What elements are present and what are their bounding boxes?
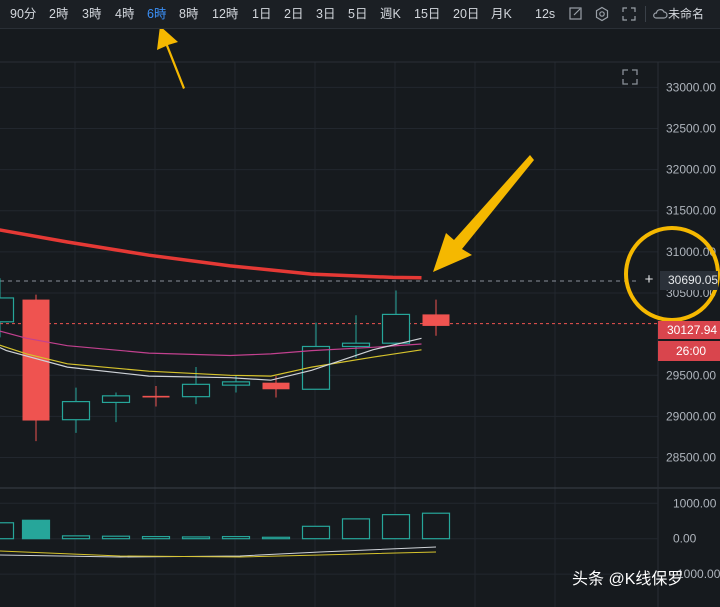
interval-toolbar: 90分 2時 3時 4時 6時 8時 12時 1日 2日 3日 5日 週K 15日 20日 月K 12s — [0, 0, 720, 29]
interval-20日[interactable]: 20日 — [453, 7, 480, 21]
volume-bar — [421, 512, 451, 540]
interval-1日[interactable]: 1日 — [252, 7, 272, 21]
ma-line-white — [0, 337, 422, 381]
crosshair-price-tag: 30690.05 — [660, 271, 718, 290]
annotations — [157, 29, 720, 322]
price-axis-label: 28500.00 — [666, 451, 716, 465]
annotation-arrow-down — [433, 155, 534, 272]
candle-body — [61, 401, 91, 421]
candle-body — [142, 395, 170, 398]
volume-bar — [301, 525, 331, 540]
interval-12s[interactable]: 12s — [535, 7, 556, 21]
volume-bar — [61, 535, 91, 540]
candle-body — [262, 382, 290, 390]
interval-4時[interactable]: 4時 — [115, 7, 135, 21]
price-chart[interactable]: 33000.00 32500.00 32000.00 31500.00 31000.00… — [0, 29, 720, 607]
price-axis-label: 32000.00 — [666, 163, 716, 177]
draw-tool-icon[interactable] — [568, 6, 584, 27]
price-axis-label: 32500.00 — [666, 121, 716, 135]
candle-body — [221, 381, 251, 386]
volume-bar — [181, 536, 211, 540]
author-watermark: 头条 @K线保罗 — [572, 571, 684, 588]
volume-axis-label: 0.00 — [673, 532, 697, 546]
last-price-tag: 30127.94 — [658, 321, 720, 339]
volume-bar — [381, 514, 411, 540]
crosshair-add-icon[interactable]: + — [644, 271, 654, 288]
interval-3日[interactable]: 3日 — [316, 7, 336, 21]
grid-lines — [0, 62, 658, 607]
fullscreen-icon[interactable] — [621, 6, 637, 27]
candles — [0, 278, 450, 442]
candle-body — [341, 342, 371, 348]
price-axis-label: 29000.00 — [666, 409, 716, 423]
volume-bar — [261, 536, 291, 540]
price-axis-label: 33000.00 — [666, 80, 716, 94]
ma-line-yellow — [0, 344, 422, 377]
interval-週K[interactable]: 週K — [380, 7, 401, 21]
ma-line-long — [0, 228, 422, 280]
candle-countdown-tag: 26:00 — [658, 341, 720, 361]
interval-2日[interactable]: 2日 — [284, 7, 304, 21]
annotation-circle — [624, 226, 720, 322]
price-axis-label: 29500.00 — [666, 368, 716, 382]
interval-90分[interactable]: 90分 — [10, 7, 37, 21]
interval-月K[interactable]: 月K — [491, 7, 512, 21]
candle-body — [22, 299, 50, 421]
price-axis-label: 31500.00 — [666, 204, 716, 218]
interval-15日[interactable]: 15日 — [414, 7, 441, 21]
volume-bar — [21, 519, 51, 540]
volume-bar — [0, 522, 15, 540]
interval-5日[interactable]: 5日 — [348, 7, 368, 21]
interval-2時[interactable]: 2時 — [49, 7, 69, 21]
candle-body — [101, 395, 131, 404]
interval-8時[interactable]: 8時 — [179, 7, 199, 21]
volume-ma-yellow — [0, 550, 437, 558]
volume-bar — [221, 535, 251, 540]
volume-ma-white — [0, 546, 437, 558]
candle-body — [422, 314, 450, 326]
candle-body — [181, 383, 211, 398]
ma-line-pink — [0, 330, 422, 357]
layout-name[interactable]: 未命名 — [668, 7, 705, 21]
candle-body — [381, 313, 411, 344]
volume-bar — [101, 535, 131, 540]
interval-6時[interactable]: 6時 — [147, 7, 167, 21]
price-axis-label: 31000.00 — [666, 245, 716, 259]
settings-icon[interactable] — [594, 6, 610, 27]
volume-bars — [0, 512, 451, 540]
annotation-arrow-up — [157, 29, 185, 89]
volume-bar — [341, 518, 371, 540]
volume-axis-label: -1000.00 — [673, 567, 720, 581]
interval-12時[interactable]: 12時 — [212, 7, 239, 21]
volume-axis-label: 1000.00 — [673, 496, 717, 510]
expand-icon[interactable] — [621, 68, 639, 91]
cloud-icon[interactable] — [652, 6, 668, 27]
volume-bar — [141, 535, 171, 540]
toolbar-divider — [645, 6, 646, 22]
candle-body — [0, 297, 15, 323]
interval-3時[interactable]: 3時 — [82, 7, 102, 21]
